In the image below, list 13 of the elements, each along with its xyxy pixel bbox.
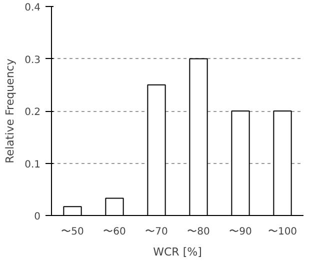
x-tick-label: 〜90 bbox=[229, 226, 252, 238]
y-tick-label: 0 bbox=[34, 212, 41, 222]
y-tick-label: 0.4 bbox=[24, 2, 41, 14]
x-axis-title: WCR [%] bbox=[153, 246, 202, 258]
x-tick-label: 〜60 bbox=[103, 226, 126, 238]
x-tick-label: 〜100 bbox=[268, 226, 298, 238]
y-tick-label: 0.3 bbox=[24, 54, 41, 66]
y-tick-label: 0.2 bbox=[24, 107, 41, 118]
x-tick-label: 〜80 bbox=[187, 226, 210, 238]
x-tick-label: 〜50 bbox=[61, 226, 84, 238]
y-axis-title: Relative Frequency bbox=[4, 58, 17, 164]
x-tick-label: 〜70 bbox=[145, 226, 168, 238]
y-tick-label: 0.1 bbox=[24, 159, 41, 170]
